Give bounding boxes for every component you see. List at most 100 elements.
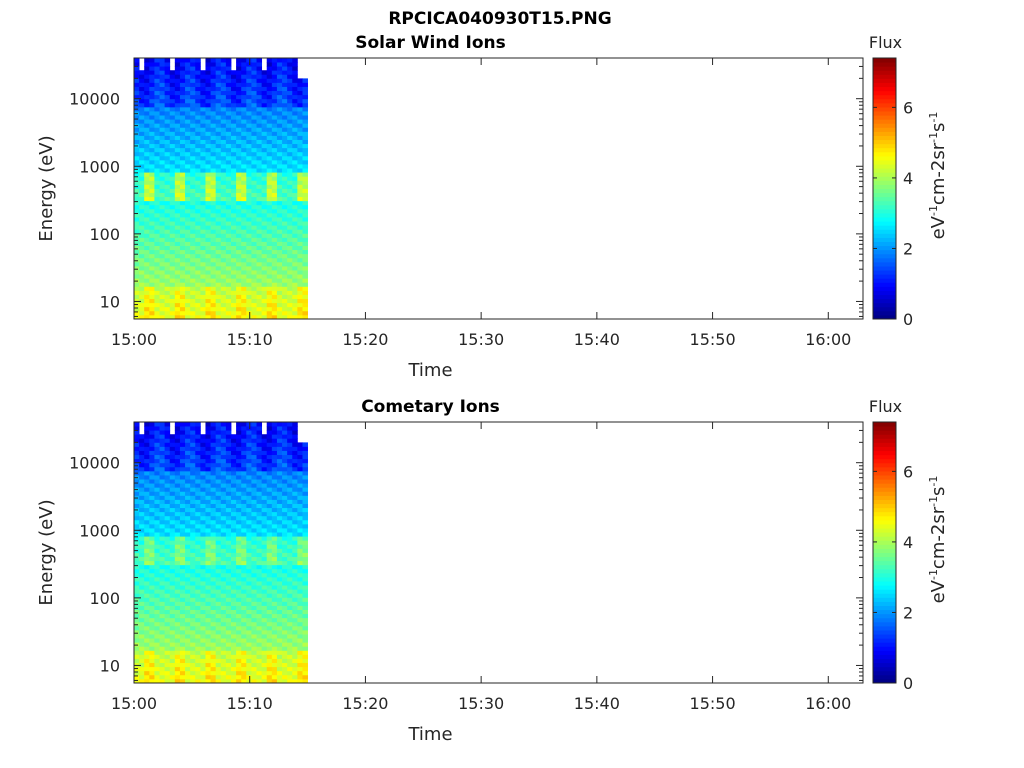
spectrogram-cell [179,662,186,668]
spectrogram-cell [220,70,227,75]
spectrogram-cell [144,176,150,181]
spectrogram-cell [256,119,263,124]
spectrogram-cell [190,278,196,283]
spectrogram-cell [251,278,257,283]
spectrogram-cell [205,184,211,189]
spectrogram-cell [195,621,201,627]
spectrogram-cell [190,629,196,635]
spectrogram-cell [220,115,227,120]
spectrogram-cell [276,204,283,210]
spectrogram-cell [134,609,140,615]
spectrogram-cell [287,82,293,87]
spectrogram-cell [164,523,171,529]
spectrogram-cell [261,499,268,504]
spectrogram-cell [261,621,268,627]
spectrogram-cell [287,229,293,234]
spectrogram-cell [205,642,211,647]
spectrogram-cell [225,151,232,157]
spectrogram-cell [236,438,242,443]
spectrogram-cell [205,426,211,431]
spectrogram-cell [134,422,140,427]
spectrogram-cell [287,678,293,684]
spectrogram-cell [256,605,263,610]
spectrogram-cell [271,111,278,116]
spectrogram-cell [169,172,176,177]
spectrogram-cell [154,462,160,468]
spectrogram-cell [251,111,257,116]
spectrogram-cell [251,658,257,664]
spectrogram-cell [200,438,206,443]
spectrogram-cell [246,106,252,112]
spectrogram-cell [159,278,166,283]
spectrogram-cell [139,650,145,655]
spectrogram-cell [144,172,150,177]
spectrogram-cell [195,261,201,267]
spectrogram-cell [297,184,303,189]
spectrogram-cell [261,442,268,447]
spectrogram-cell [215,298,222,304]
spectrogram-cell [302,597,308,602]
spectrogram-cell [164,515,171,521]
spectrogram-cell [185,102,191,108]
spectrogram-cell [282,519,288,525]
spectrogram-cell [190,245,196,251]
spectrogram-cell [179,523,186,529]
spectrogram-cell [134,540,140,545]
spectrogram-cell [149,654,155,659]
spectrogram-cell [282,629,288,635]
spectrogram-cell [220,159,227,165]
spectrogram-cell [169,458,176,464]
spectrogram-cell [282,184,288,189]
spectrogram-cell [292,302,298,308]
spectrogram-cell [190,208,196,214]
spectrogram-cell [159,654,166,659]
spectrogram-cell [241,298,247,304]
spectrogram-cell [205,495,211,500]
spectrogram-cell [215,86,222,92]
spectrogram-cell [266,585,273,590]
spectrogram-cell [210,225,217,230]
spectrogram-cell [144,617,150,623]
spectrogram-cell [292,253,298,259]
spectrogram-cell [154,212,160,218]
spectrogram-cell [261,650,268,655]
spectrogram-cell [159,491,166,496]
spectrogram-cell [200,646,206,651]
spectrogram-cell [139,446,145,451]
spectrogram-cell [297,581,303,586]
spectrogram-cell [215,442,222,447]
spectrogram-cell [200,523,206,529]
spectrogram-cell [169,70,176,75]
spectrogram-cell [185,111,191,116]
spectrogram-cell [302,495,308,500]
spectrogram-cell [205,265,211,271]
spectrogram-cell [256,192,263,198]
spectrogram-cell [236,503,242,509]
spectrogram-cell [231,261,237,267]
spectrogram-cell [215,74,222,79]
spectrogram-cell [276,454,283,460]
spectrogram-cell [236,164,242,169]
spectrogram-cell [210,601,217,606]
spectrogram-cell [287,245,293,251]
spectrogram-cell [261,446,268,451]
spectrogram-cell [292,585,298,590]
spectrogram-cell [261,670,268,676]
spectrogram-cell [302,564,308,570]
spectrogram-cell [174,605,181,610]
spectrogram-cell [195,164,201,169]
spectrogram-cell [220,581,227,586]
spectrogram-cell [236,66,242,71]
spectrogram-cell [266,532,273,537]
spectrogram-cell [241,314,247,320]
spectrogram-cell [231,638,237,643]
colorbar-segment [873,479,896,484]
spectrogram-cell [282,564,288,570]
spectrogram-cell [164,609,171,615]
spectrogram-cell [179,654,186,659]
spectrogram-cell [292,221,298,226]
spectrogram-cell [266,111,273,116]
spectrogram-cell [236,58,242,63]
spectrogram-cell [154,483,160,488]
spectrogram-cell [195,434,201,439]
